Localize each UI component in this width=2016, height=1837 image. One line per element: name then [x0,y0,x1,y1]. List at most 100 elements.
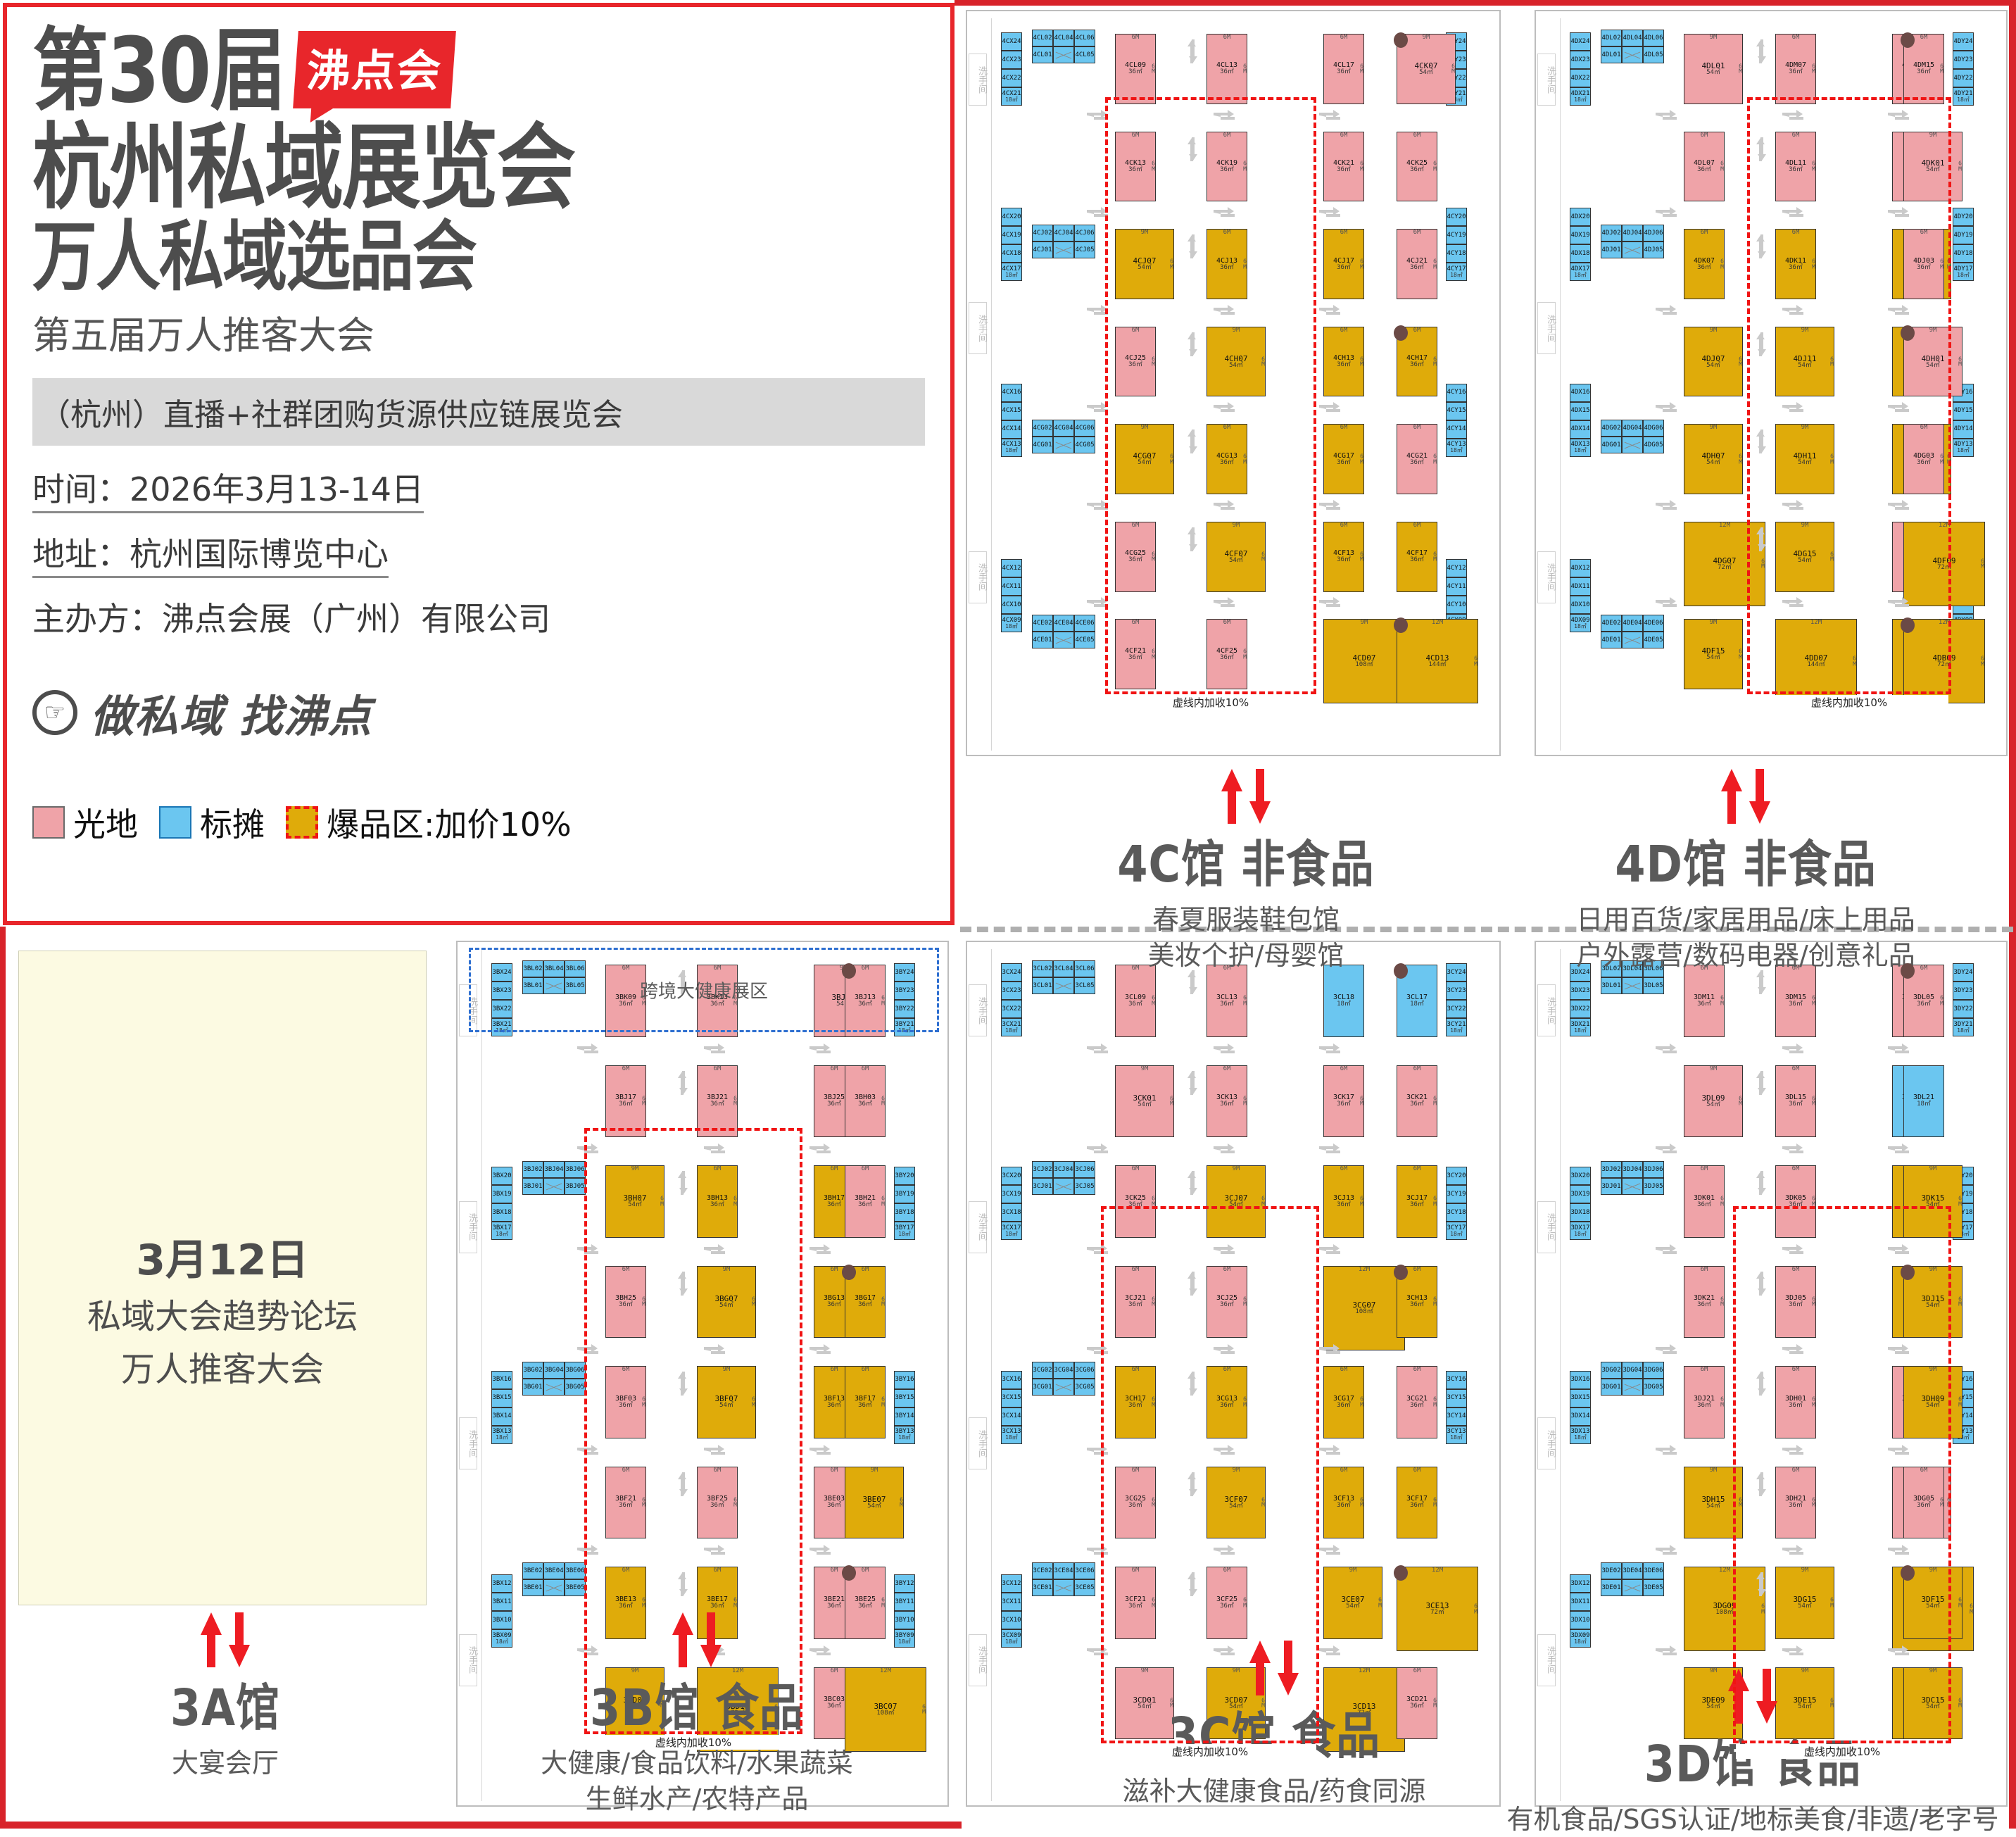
booth-cell[interactable]: 3CX15 [1001,1388,1022,1407]
booth-cell[interactable]: 3DG05 [1643,1379,1664,1396]
booth-cell[interactable]: 3DY24 [1953,963,1974,982]
booth-cell[interactable]: 9M 3DF15 54㎡ 6 M [1903,1567,1963,1639]
booth-cell[interactable]: 6M 4CF13 36㎡ 6 M [1323,521,1364,592]
booth-cell[interactable]: 6M 3DM11 36㎡ 6 M [1684,965,1725,1037]
booth-cell[interactable]: 6M 3CF13 36㎡ 6 M [1323,1466,1364,1539]
booth-cell[interactable]: 4CE01 [1032,632,1053,649]
booth-cell[interactable]: 3BX19 [491,1185,512,1204]
booth-cell[interactable]: 3BE01 [522,1579,543,1596]
booth-cell[interactable]: 6M 3DJ21 36㎡ 6 M [1684,1366,1725,1438]
booth-cell[interactable]: 6M 3BK13 36㎡ 6 M [697,965,738,1037]
booth-cell[interactable]: 3BX17 18㎡ [491,1222,512,1241]
booth-cell[interactable]: 4CL04 [1053,30,1074,46]
booth-cell[interactable]: 4DG01 [1601,437,1622,454]
booth-cell[interactable]: 4DE06 [1643,615,1664,632]
booth-cell[interactable]: 9M 3CK01 54㎡ 6 M [1115,1065,1174,1138]
booth-cell[interactable]: 3BX20 [491,1167,512,1186]
booth-cell[interactable]: 3BX16 [491,1370,512,1389]
booth-cell[interactable]: 4CX19 [1001,226,1022,245]
booth-cell[interactable]: 6M 3BJ21 36㎡ 6 M [697,1065,738,1138]
booth-cell[interactable]: 12M 4DD07 144㎡ 6 M [1775,619,1857,704]
booth-cell[interactable]: 9M 4DH11 54㎡ 6 M [1775,424,1834,495]
booth-cell[interactable]: 3DX14 [1570,1407,1591,1426]
booth-cell[interactable]: 3CG04 [1053,1362,1074,1379]
booth-cell[interactable]: 4DX21 18㎡ [1570,87,1591,106]
booth-cell[interactable]: 4CX12 [1001,559,1022,578]
booth-cell[interactable] [1622,437,1643,454]
booth-cell[interactable]: 4CX13 18㎡ [1001,438,1022,457]
booth-cell[interactable]: 6M 3CL09 36㎡ 6 M [1115,965,1156,1037]
booth-cell[interactable]: 6M 4DJ03 36㎡ 6 M [1903,229,1944,299]
booth-cell[interactable]: 4CG02 [1032,420,1053,437]
booth-cell[interactable]: 3CY18 [1446,1203,1467,1222]
booth-cell[interactable]: 3CL06 [1074,960,1095,977]
booth-cell[interactable]: 4DL02 [1601,30,1622,46]
booth-cell[interactable]: 3BG04 [543,1362,565,1379]
booth-cell[interactable]: 4DX23 [1570,51,1591,69]
booth-cell[interactable]: 3DJ05 [1643,1178,1664,1195]
booth-cell[interactable] [1053,632,1074,649]
booth-cell[interactable]: 4DX09 18㎡ [1570,614,1591,633]
hall-floorplan-3c[interactable]: 洗手间 洗手间 洗手间 洗手间 3CX24 3CX23 3CX22 3CX21 18㎡ 3CX20… [966,941,1501,1807]
booth-cell[interactable]: 6M 3CF21 36㎡ 6 M [1115,1567,1156,1639]
booth-cell[interactable]: 4CJ02 [1032,225,1053,242]
booth-cell[interactable]: 3DJ06 [1643,1161,1664,1178]
booth-cell[interactable]: 12M 3DG09 108㎡ 6 M [1684,1567,1765,1651]
booth-cell[interactable]: 4DG05 [1643,437,1664,454]
booth-cell[interactable]: 3DX15 [1570,1388,1591,1407]
booth-cell[interactable]: 3DJ02 [1601,1161,1622,1178]
booth-cell[interactable]: 3CJ04 [1053,1161,1074,1178]
booth-cell[interactable]: 6M 3CK21 36㎡ 6 M [1397,1065,1437,1138]
booth-cell[interactable]: 4DY18 [1953,244,1974,263]
booth-cell[interactable]: 3BX10 [491,1611,512,1630]
booth-cell[interactable]: 9M 3DL09 54㎡ 6 M [1684,1065,1743,1138]
booth-cell[interactable]: 3BY22 [894,1000,915,1018]
booth-cell[interactable]: 3CX21 18㎡ [1001,1018,1022,1036]
booth-cell[interactable]: 4CY19 [1446,226,1467,245]
booth-cell[interactable]: 3CE06 [1074,1562,1095,1579]
booth-cell[interactable]: 9M 3CF07 54㎡ 6 M [1207,1466,1266,1539]
booth-cell[interactable]: 9M 4DJ07 54㎡ 6 M [1684,326,1743,397]
booth-cell[interactable]: 4CY17 18㎡ [1446,263,1467,282]
booth-cell[interactable]: 6M 3CG13 36㎡ 6 M [1207,1366,1247,1438]
booth-cell[interactable]: 4DX14 [1570,420,1591,439]
booth-cell[interactable] [1053,437,1074,454]
booth-cell[interactable]: 4CJ04 [1053,225,1074,242]
booth-cell[interactable]: 3CL05 [1074,977,1095,994]
booth-cell[interactable]: 3CY20 [1446,1167,1467,1186]
booth-cell[interactable]: 6M 3DK01 36㎡ 6 M [1684,1165,1725,1238]
booth-cell[interactable]: 3BY09 18㎡ [894,1629,915,1648]
booth-cell[interactable]: 6M 4CF25 36㎡ 6 M [1207,619,1247,690]
booth-cell[interactable]: 6M 3CK17 36㎡ 6 M [1323,1065,1364,1138]
booth-cell[interactable]: 3CE04 [1053,1562,1074,1579]
booth-cell[interactable] [543,977,565,994]
booth-cell[interactable]: 3BL06 [565,960,586,977]
booth-cell[interactable]: 6M 3CL13 36㎡ 6 M [1207,965,1247,1037]
booth-cell[interactable]: 9M 3DC15 54㎡ 6 M [1903,1667,1963,1740]
booth-cell[interactable]: 3BE02 [522,1562,543,1579]
booth-cell[interactable]: 3BY15 [894,1388,915,1407]
booth-cell[interactable]: 3CY16 [1446,1370,1467,1389]
booth-cell[interactable]: 6M 4CF17 36㎡ 6 M [1397,521,1437,592]
booth-cell[interactable]: 6M 3CK25 36㎡ 6 M [1115,1165,1156,1238]
booth-cell[interactable]: 4DL01 [1601,46,1622,63]
booth-cell[interactable]: 3BJ04 [543,1161,565,1178]
booth-cell[interactable]: 6M 3BH25 36㎡ 6 M [605,1265,646,1338]
booth-cell[interactable]: 4CX22 [1001,69,1022,87]
booth-cell[interactable]: 4DY14 [1953,420,1974,439]
booth-cell[interactable]: 3DX16 [1570,1370,1591,1389]
booth-cell[interactable]: 6M 3DL15 36㎡ 6 M [1775,1065,1816,1138]
booth-cell[interactable]: 6M 3CF25 36㎡ 6 M [1207,1567,1247,1639]
booth-cell[interactable]: 3DE02 [1601,1562,1622,1579]
booth-cell[interactable]: 6M 3BE13 36㎡ 6 M [605,1567,646,1639]
booth-cell[interactable]: 3CX10 [1001,1611,1022,1630]
booth-cell[interactable]: 4CG06 [1074,420,1095,437]
booth-cell[interactable]: 3BG02 [522,1362,543,1379]
booth-cell[interactable]: 6M 4CG25 36㎡ 6 M [1115,521,1156,592]
booth-cell[interactable]: 4DL05 [1643,46,1664,63]
booth-cell[interactable]: 3BX13 18㎡ [491,1425,512,1444]
booth-cell[interactable]: 6M 3CJ25 36㎡ 6 M [1207,1265,1247,1338]
booth-cell[interactable]: 12M 4DF09 72㎡ 6 M [1903,521,1985,606]
booth-cell[interactable]: 3CE02 [1032,1562,1053,1579]
